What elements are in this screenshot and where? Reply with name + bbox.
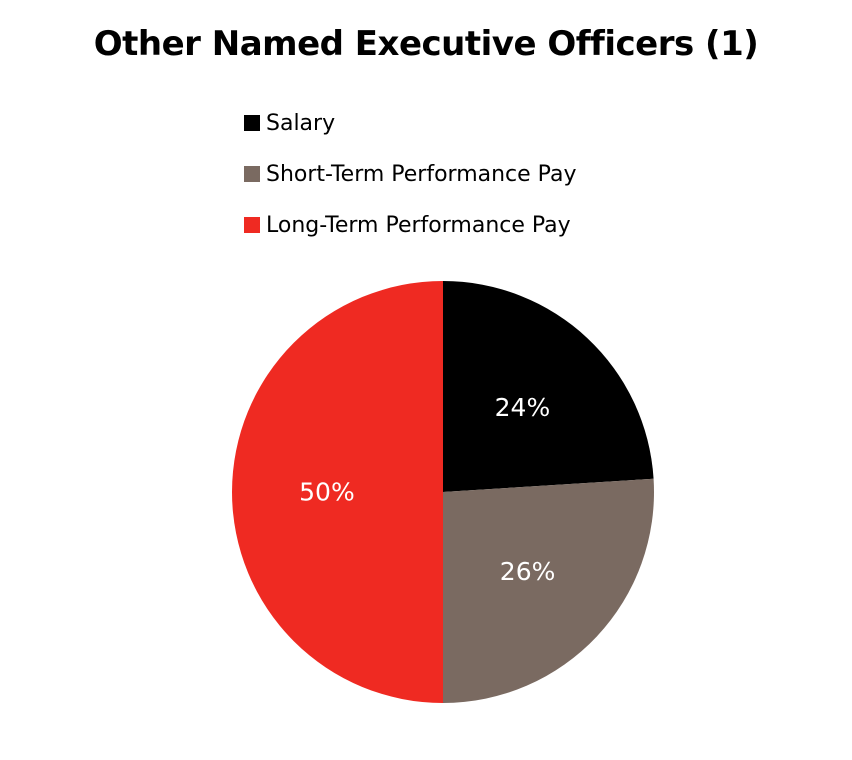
legend-item-short-term: Short-Term Performance Pay xyxy=(244,161,576,187)
legend-label-short-term: Short-Term Performance Pay xyxy=(266,161,577,187)
pie-slice-long-term xyxy=(232,281,443,703)
slice-label-short-term: 26% xyxy=(500,557,556,586)
legend-swatch-salary xyxy=(244,115,260,131)
chart-title: Other Named Executive Officers (1) xyxy=(93,24,759,64)
legend-item-salary: Salary xyxy=(244,110,576,136)
slice-label-long-term: 50% xyxy=(299,478,355,507)
slice-label-salary: 24% xyxy=(495,393,551,422)
legend: Salary Short-Term Performance Pay Long-T… xyxy=(244,110,576,263)
legend-label-salary: Salary xyxy=(266,110,336,136)
legend-swatch-long-term xyxy=(244,217,260,233)
legend-swatch-short-term xyxy=(244,166,260,182)
pie-slice-short-term xyxy=(443,478,654,703)
pie-slice-salary xyxy=(443,281,654,492)
legend-item-long-term: Long-Term Performance Pay xyxy=(244,212,576,238)
legend-label-long-term: Long-Term Performance Pay xyxy=(266,212,571,238)
